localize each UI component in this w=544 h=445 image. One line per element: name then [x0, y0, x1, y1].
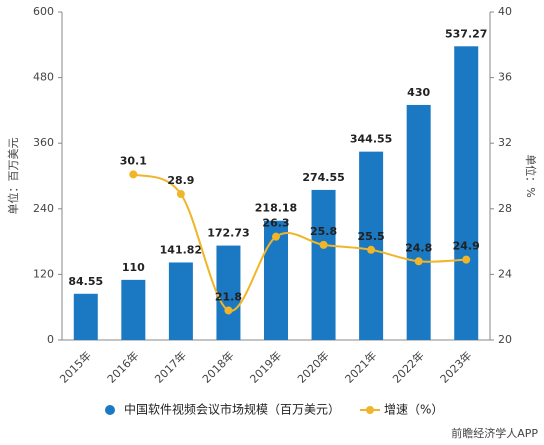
bar-value-label: 84.55 — [68, 275, 103, 288]
y2-tick-label: 32 — [498, 136, 512, 149]
x-tick-label: 2016年 — [104, 348, 141, 385]
line-value-label: 26.3 — [262, 217, 289, 230]
bar-value-label: 172.73 — [207, 227, 249, 240]
y-tick-label: 480 — [33, 71, 54, 84]
bar — [406, 104, 431, 340]
legend-label: 中国软件视频会议市场规模（百万美元） — [124, 402, 340, 417]
y-tick-label: 600 — [33, 5, 54, 18]
line-point — [367, 245, 376, 254]
x-tick-label: 2015年 — [57, 348, 94, 385]
bar — [73, 293, 98, 340]
source: 前瞻经济学人APP — [451, 426, 538, 440]
x-tick-label: 2023年 — [437, 348, 474, 385]
legend-label: 增速（%） — [384, 403, 443, 417]
x-tick-label: 2017年 — [152, 348, 189, 385]
y2-tick-label: 20 — [498, 333, 512, 346]
line-value-label: 21.8 — [215, 290, 242, 303]
x-tick-label: 2022年 — [389, 348, 426, 385]
line-point — [319, 240, 328, 249]
x-tick-label: 2020年 — [294, 348, 331, 385]
bar-value-label: 537.27 — [445, 27, 487, 40]
bar-value-label: 274.55 — [302, 171, 344, 184]
line-point — [129, 170, 138, 179]
line-point — [224, 306, 233, 315]
y-axis-label: 单位：百万美元 — [6, 138, 20, 215]
y-tick-label: 0 — [47, 333, 54, 346]
bar — [121, 279, 146, 340]
x-tick-label: 2019年 — [247, 348, 284, 385]
line-value-label: 30.1 — [120, 154, 147, 167]
y-tick-label: 360 — [33, 136, 54, 149]
bar-value-label: 218.18 — [255, 202, 297, 215]
bar — [311, 189, 336, 340]
line-point — [462, 255, 471, 264]
bar — [216, 245, 241, 340]
line-value-label: 25.5 — [358, 230, 385, 243]
line-value-label: 28.9 — [167, 174, 194, 187]
line-value-label: 25.8 — [310, 225, 337, 238]
bar-value-label: 110 — [122, 261, 145, 274]
y2-tick-label: 40 — [498, 5, 512, 18]
y2-tick-label: 24 — [498, 267, 512, 280]
bar-value-label: 141.82 — [160, 243, 202, 256]
bar — [454, 46, 479, 341]
y2-tick-label: 36 — [498, 71, 512, 84]
line-value-label: 24.9 — [453, 240, 480, 253]
line-point — [176, 190, 185, 199]
y-tick-label: 120 — [33, 267, 54, 280]
y2-axis-label: 单位：% — [524, 154, 538, 197]
line-point — [414, 257, 423, 266]
y-tick-label: 240 — [33, 202, 54, 215]
x-tick-label: 2021年 — [342, 348, 379, 385]
line-value-label: 24.8 — [405, 241, 432, 254]
bar-value-label: 430 — [407, 86, 430, 99]
bar-value-label: 344.55 — [350, 133, 392, 146]
legend-marker — [366, 406, 375, 414]
legend-marker — [105, 405, 115, 415]
y2-tick-label: 28 — [498, 202, 512, 215]
x-tick-label: 2018年 — [199, 348, 236, 385]
bar — [168, 262, 193, 340]
line-point — [272, 232, 280, 241]
